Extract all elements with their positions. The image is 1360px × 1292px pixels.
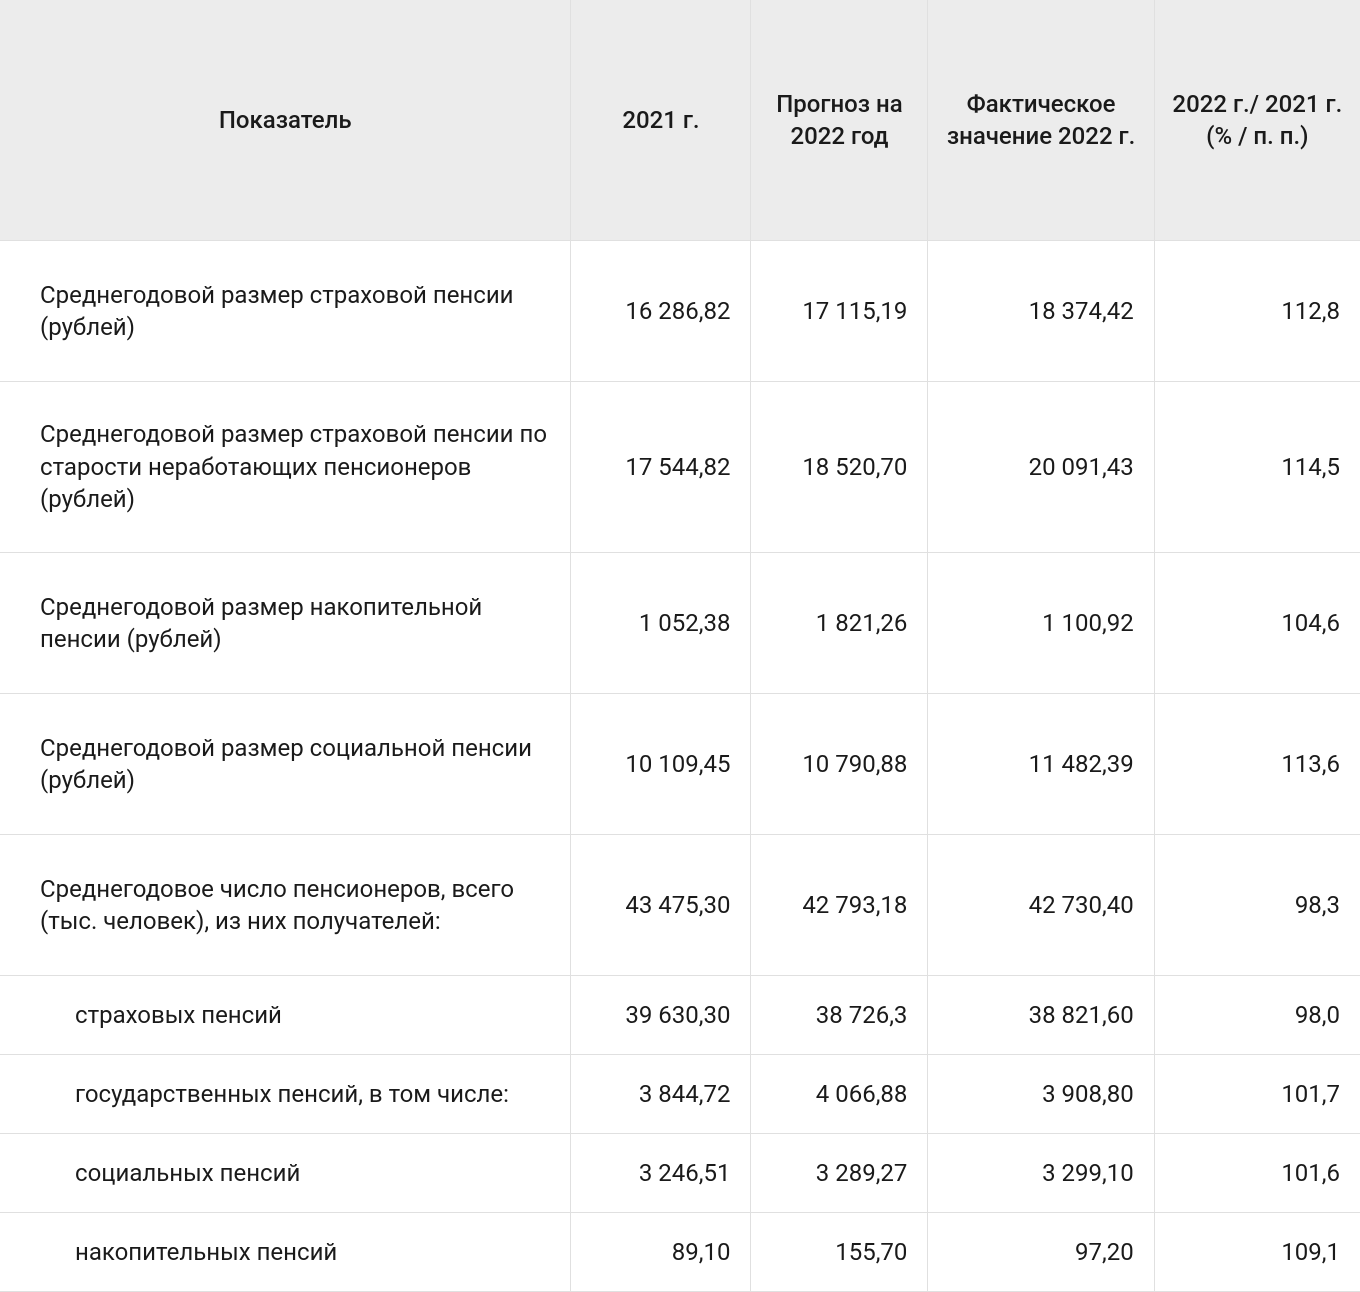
col-header-ratio: 2022 г./ 2021 г. (% / п. п.): [1154, 0, 1360, 241]
cell-2021: 3 246,51: [571, 1134, 751, 1213]
col-header-2021: 2021 г.: [571, 0, 751, 241]
cell-actual: 20 091,43: [928, 382, 1154, 553]
cell-actual: 3 299,10: [928, 1134, 1154, 1213]
cell-actual: 18 374,42: [928, 241, 1154, 382]
table-body: Среднегодовой размер страховой пенсии (р…: [0, 241, 1360, 1292]
table-header: Показатель 2021 г. Прогноз на 2022 год Ф…: [0, 0, 1360, 241]
cell-2021: 43 475,30: [571, 835, 751, 976]
row-label: Среднегодовой размер социальной пенсии (…: [0, 694, 571, 835]
cell-forecast: 3 289,27: [751, 1134, 928, 1213]
cell-actual: 3 908,80: [928, 1055, 1154, 1134]
cell-ratio: 98,3: [1154, 835, 1360, 976]
row-label: Среднегодовой размер страховой пенсии по…: [0, 382, 571, 553]
cell-ratio: 113,6: [1154, 694, 1360, 835]
cell-ratio: 114,5: [1154, 382, 1360, 553]
cell-2021: 89,10: [571, 1213, 751, 1292]
cell-actual: 1 100,92: [928, 553, 1154, 694]
table-row: Среднегодовой размер страховой пенсии по…: [0, 382, 1360, 553]
pension-data-table: Показатель 2021 г. Прогноз на 2022 год Ф…: [0, 0, 1360, 1292]
cell-actual: 38 821,60: [928, 976, 1154, 1055]
table-row: социальных пенсий3 246,513 289,273 299,1…: [0, 1134, 1360, 1213]
cell-forecast: 1 821,26: [751, 553, 928, 694]
col-header-forecast: Прогноз на 2022 год: [751, 0, 928, 241]
row-label: социальных пенсий: [0, 1134, 571, 1213]
table-row: страховых пенсий39 630,3038 726,338 821,…: [0, 976, 1360, 1055]
cell-forecast: 155,70: [751, 1213, 928, 1292]
table-row: Среднегодовой размер накопительной пенси…: [0, 553, 1360, 694]
cell-actual: 97,20: [928, 1213, 1154, 1292]
cell-forecast: 17 115,19: [751, 241, 928, 382]
col-header-indicator: Показатель: [0, 0, 571, 241]
cell-2021: 17 544,82: [571, 382, 751, 553]
row-label: государственных пенсий, в том числе:: [0, 1055, 571, 1134]
cell-actual: 11 482,39: [928, 694, 1154, 835]
table-row: Среднегодовой размер социальной пенсии (…: [0, 694, 1360, 835]
table-row: Среднегодовой размер страховой пенсии (р…: [0, 241, 1360, 382]
cell-2021: 1 052,38: [571, 553, 751, 694]
col-header-actual: Фактическое значение 2022 г.: [928, 0, 1154, 241]
row-label: страховых пенсий: [0, 976, 571, 1055]
cell-forecast: 18 520,70: [751, 382, 928, 553]
cell-forecast: 42 793,18: [751, 835, 928, 976]
row-label: Среднегодовое число пенсионеров, всего (…: [0, 835, 571, 976]
cell-2021: 16 286,82: [571, 241, 751, 382]
row-label: Среднегодовой размер накопительной пенси…: [0, 553, 571, 694]
cell-2021: 39 630,30: [571, 976, 751, 1055]
cell-forecast: 4 066,88: [751, 1055, 928, 1134]
cell-2021: 10 109,45: [571, 694, 751, 835]
cell-ratio: 112,8: [1154, 241, 1360, 382]
cell-forecast: 10 790,88: [751, 694, 928, 835]
table-row: Среднегодовое число пенсионеров, всего (…: [0, 835, 1360, 976]
table-row: государственных пенсий, в том числе:3 84…: [0, 1055, 1360, 1134]
row-label: Среднегодовой размер страховой пенсии (р…: [0, 241, 571, 382]
cell-ratio: 109,1: [1154, 1213, 1360, 1292]
table-row: накопительных пенсий89,10155,7097,20109,…: [0, 1213, 1360, 1292]
cell-ratio: 101,7: [1154, 1055, 1360, 1134]
cell-ratio: 104,6: [1154, 553, 1360, 694]
row-label: накопительных пенсий: [0, 1213, 571, 1292]
cell-ratio: 101,6: [1154, 1134, 1360, 1213]
cell-forecast: 38 726,3: [751, 976, 928, 1055]
cell-actual: 42 730,40: [928, 835, 1154, 976]
cell-ratio: 98,0: [1154, 976, 1360, 1055]
cell-2021: 3 844,72: [571, 1055, 751, 1134]
